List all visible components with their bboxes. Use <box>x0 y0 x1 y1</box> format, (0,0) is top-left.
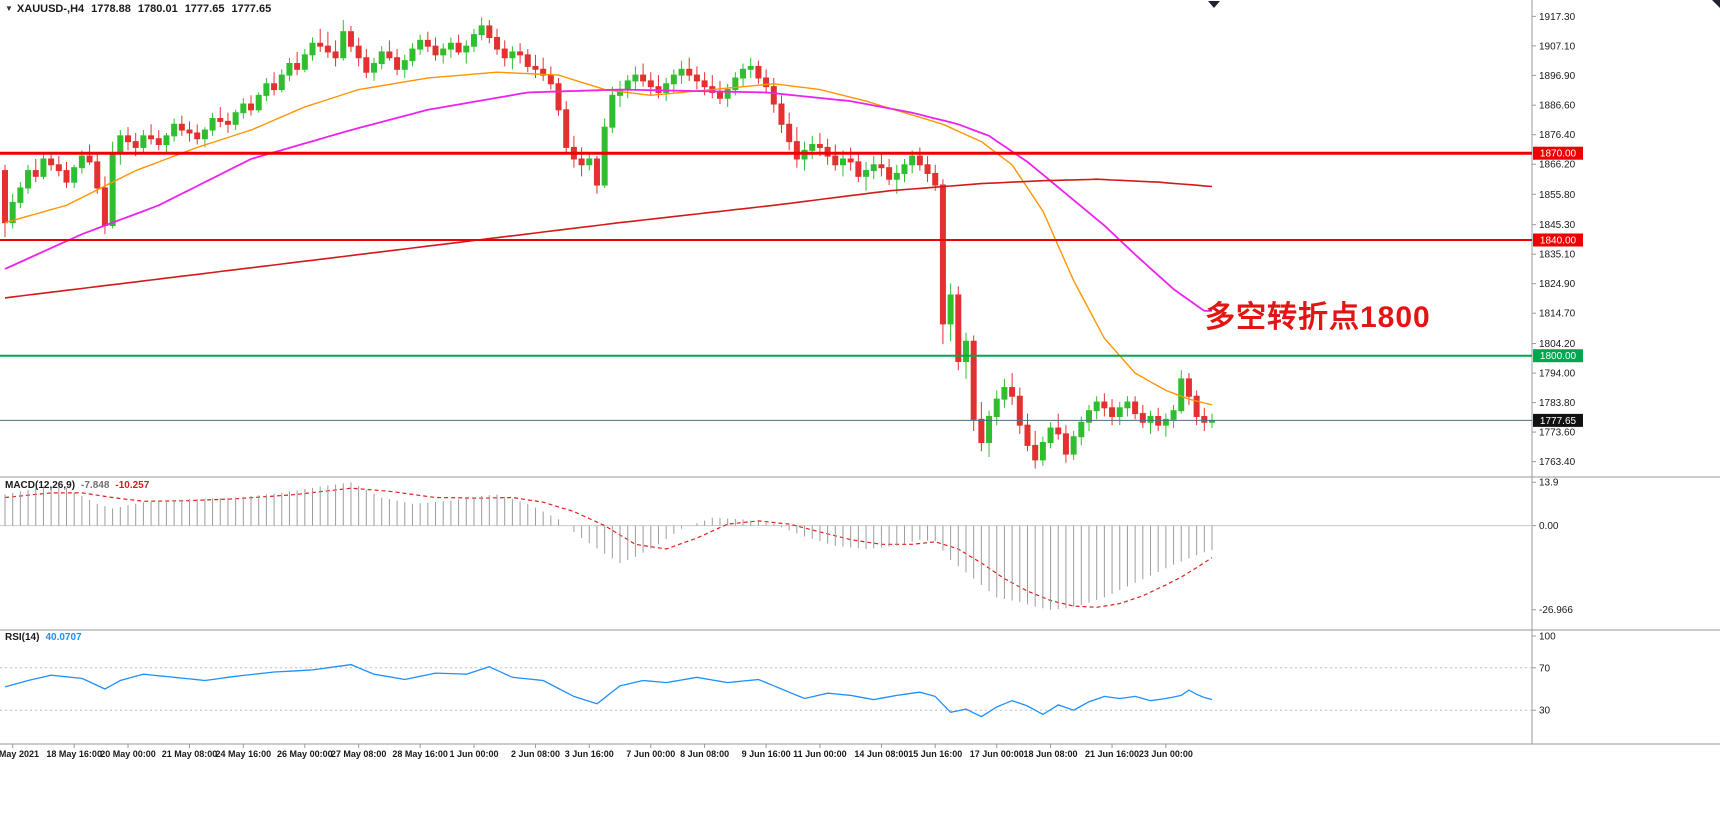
svg-text:7 Jun 00:00: 7 Jun 00:00 <box>626 749 675 759</box>
svg-text:17 May 2021: 17 May 2021 <box>0 749 39 759</box>
rsi-name: RSI(14) <box>5 632 40 643</box>
high-value: 1780.01 <box>137 3 178 15</box>
svg-text:18 Jun 08:00: 18 Jun 08:00 <box>1024 749 1078 759</box>
macd-signal-value: -10.257 <box>115 480 150 491</box>
svg-text:1814.70: 1814.70 <box>1539 309 1576 320</box>
svg-text:23 Jun 00:00: 23 Jun 00:00 <box>1139 749 1193 759</box>
svg-text:70: 70 <box>1539 663 1551 674</box>
svg-text:27 May 08:00: 27 May 08:00 <box>331 749 387 759</box>
svg-text:1763.40: 1763.40 <box>1539 457 1576 468</box>
price-axis[interactable]: 1917.30 1907.10 1896.90 1886.60 1876.40 1866.… <box>1532 12 1576 468</box>
svg-text:1870.00: 1870.00 <box>1540 149 1577 160</box>
svg-text:1824.90: 1824.90 <box>1539 279 1576 290</box>
svg-text:13.9: 13.9 <box>1539 478 1559 489</box>
svg-text:14 Jun 08:00: 14 Jun 08:00 <box>854 749 908 759</box>
svg-text:1917.30: 1917.30 <box>1539 12 1576 23</box>
svg-text:1886.60: 1886.60 <box>1539 101 1576 112</box>
ma-slow-red <box>4 178 1213 299</box>
price-tag: 1800.00 <box>1533 349 1583 363</box>
price-tag: 1777.65 <box>1533 413 1583 427</box>
price-tag: 1840.00 <box>1533 233 1583 247</box>
price-tag: 1870.00 <box>1533 146 1583 160</box>
svg-text:1804.20: 1804.20 <box>1539 339 1576 350</box>
macd-signal-line <box>4 487 1213 608</box>
candlestick-series[interactable] <box>2 17 1215 469</box>
low-value: 1777.65 <box>184 3 225 15</box>
rsi-value: 40.0707 <box>45 632 82 643</box>
open-value: 1778.88 <box>91 3 131 15</box>
collapse-triangle-icon[interactable]: ▼ <box>5 4 13 13</box>
svg-text:11 Jun 00:00: 11 Jun 00:00 <box>793 749 847 759</box>
svg-text:17 Jun 00:00: 17 Jun 00:00 <box>970 749 1024 759</box>
horizontal-price-lines[interactable] <box>0 151 1532 421</box>
svg-text:1907.10: 1907.10 <box>1539 41 1576 52</box>
svg-text:1800.00: 1800.00 <box>1540 351 1577 362</box>
svg-text:-26.966: -26.966 <box>1539 605 1573 616</box>
svg-text:26 May 00:00: 26 May 00:00 <box>277 749 333 759</box>
svg-text:1855.80: 1855.80 <box>1539 190 1576 201</box>
svg-text:18 May 16:00: 18 May 16:00 <box>46 749 102 759</box>
svg-text:21 Jun 16:00: 21 Jun 16:00 <box>1085 749 1139 759</box>
svg-text:1876.40: 1876.40 <box>1539 130 1576 141</box>
panel-borders <box>0 0 1720 745</box>
annotation-text[interactable]: 多空转折点1800 <box>1205 301 1431 334</box>
svg-text:1 Jun 00:00: 1 Jun 00:00 <box>449 749 498 759</box>
svg-text:30: 30 <box>1539 706 1551 717</box>
svg-text:1794.00: 1794.00 <box>1539 369 1576 380</box>
svg-text:1896.90: 1896.90 <box>1539 71 1576 82</box>
macd-indicator-label: MACD(12,26,9) -7.848 -10.257 <box>5 480 149 491</box>
chart-shift-marker[interactable] <box>1208 0 1720 8</box>
svg-text:1783.80: 1783.80 <box>1539 398 1576 409</box>
svg-text:1777.65: 1777.65 <box>1540 416 1577 427</box>
macd-main-value: -7.848 <box>81 480 110 491</box>
svg-text:1835.10: 1835.10 <box>1539 250 1576 261</box>
svg-text:3 Jun 16:00: 3 Jun 16:00 <box>565 749 614 759</box>
svg-text:9 Jun 16:00: 9 Jun 16:00 <box>742 749 791 759</box>
rsi-indicator-label: RSI(14) 40.0707 <box>5 632 82 643</box>
svg-text:1845.30: 1845.30 <box>1539 220 1576 231</box>
rsi-line <box>4 663 1213 718</box>
svg-text:15 Jun 16:00: 15 Jun 16:00 <box>908 749 962 759</box>
svg-text:1773.60: 1773.60 <box>1539 428 1576 439</box>
svg-text:1866.20: 1866.20 <box>1539 160 1576 171</box>
macd-histogram <box>4 482 1213 610</box>
svg-text:0.00: 0.00 <box>1539 521 1559 532</box>
close-value: 1777.65 <box>231 3 272 15</box>
rsi-panel[interactable]: 100 70 30 <box>0 632 1556 718</box>
macd-name: MACD(12,26,9) <box>5 480 76 491</box>
svg-text:1840.00: 1840.00 <box>1540 236 1577 247</box>
svg-text:28 May 16:00: 28 May 16:00 <box>392 749 448 759</box>
svg-text:2 Jun 08:00: 2 Jun 08:00 <box>511 749 560 759</box>
symbol-period-label: XAUUSD-,H4 <box>16 3 85 15</box>
svg-text:8 Jun 08:00: 8 Jun 08:00 <box>680 749 729 759</box>
svg-text:20 May 00:00: 20 May 00:00 <box>100 749 156 759</box>
svg-text:21 May 08:00: 21 May 08:00 <box>162 749 218 759</box>
symbol-info: ▼ XAUUSD-,H4 1778.88 1780.01 1777.65 1777.65 <box>5 3 271 15</box>
ma-mid-magenta <box>4 88 1212 312</box>
svg-text:100: 100 <box>1539 632 1556 643</box>
svg-text:24 May 16:00: 24 May 16:00 <box>216 749 272 759</box>
